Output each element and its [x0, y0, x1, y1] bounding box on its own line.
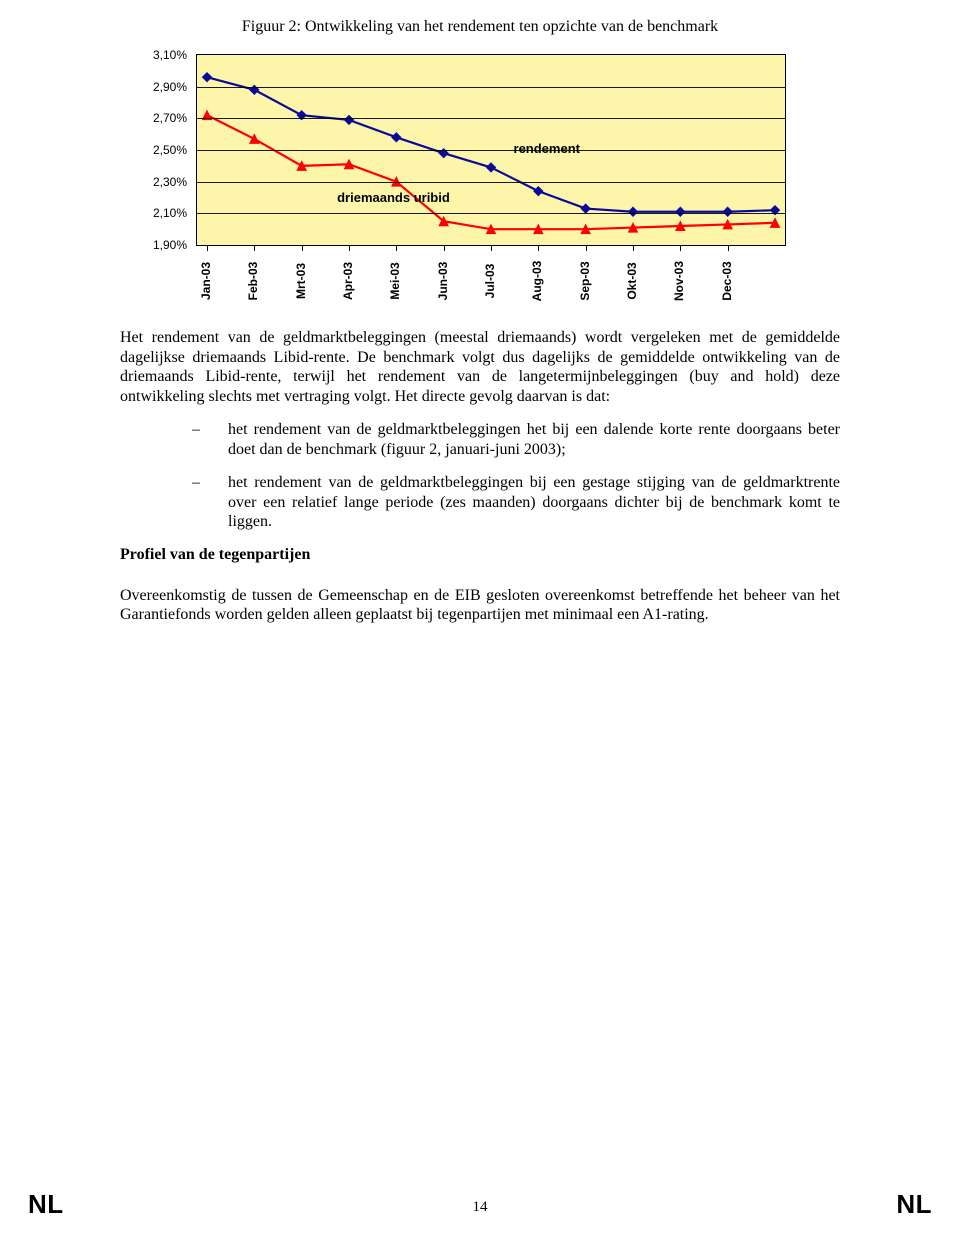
y-axis-tick-label: 3,10% — [153, 48, 187, 62]
x-axis-tick-label: Jul-03 — [483, 264, 497, 299]
x-axis-tick-label: Mrt-03 — [294, 263, 308, 299]
footer-lang-right: NL — [896, 1189, 932, 1220]
chart-series-marker — [629, 207, 638, 216]
bullet-text: het rendement van de geldmarktbelegginge… — [228, 474, 840, 530]
x-axis-tick — [349, 246, 350, 251]
x-axis-tick-label: Jan-03 — [199, 262, 213, 300]
bullet-list: het rendement van de geldmarktbelegginge… — [120, 420, 840, 532]
bullet-text: het rendement van de geldmarktbelegginge… — [228, 421, 840, 458]
y-axis-tick-label: 2,10% — [153, 206, 187, 220]
x-axis-tick — [302, 246, 303, 251]
y-axis-tick-label: 2,90% — [153, 80, 187, 94]
subheading: Profiel van de tegenpartijen — [120, 546, 840, 564]
line-chart: 1,90%2,10%2,30%2,50%2,70%2,90%3,10% Jan-… — [132, 50, 792, 300]
x-axis-tick — [728, 246, 729, 251]
chart-series-line — [207, 77, 775, 212]
chart-series-marker — [534, 187, 543, 196]
x-axis-tick — [491, 246, 492, 251]
x-axis-tick — [586, 246, 587, 251]
y-axis-tick-label: 1,90% — [153, 238, 187, 252]
x-axis-tick-label: Dec-03 — [720, 261, 734, 300]
y-axis-tick-label: 2,30% — [153, 175, 187, 189]
chart-series-marker — [723, 207, 732, 216]
chart-series-marker — [250, 134, 259, 143]
chart-series-marker — [487, 163, 496, 172]
chart-gridline — [197, 182, 785, 183]
x-axis-tick-label: Okt-03 — [625, 262, 639, 299]
chart-gridline — [197, 87, 785, 88]
y-axis-tick-label: 2,70% — [153, 111, 187, 125]
x-axis-tick-label: Nov-03 — [672, 261, 686, 301]
bullet-item: het rendement van de geldmarktbelegginge… — [192, 473, 840, 532]
chart-series-marker — [676, 207, 685, 216]
chart-series-marker — [203, 73, 212, 82]
x-axis-tick-label: Aug-03 — [530, 261, 544, 302]
chart-series-label: driemaands uribid — [337, 190, 450, 205]
x-axis-tick — [538, 246, 539, 251]
x-axis-tick-label: Apr-03 — [341, 262, 355, 300]
paragraph-2: Overeenkomstig de tussen de Gemeenschap … — [120, 586, 840, 625]
figure-caption: Figuur 2: Ontwikkeling van het rendement… — [120, 18, 840, 36]
chart-gridline — [197, 118, 785, 119]
footer-lang-left: NL — [28, 1189, 64, 1220]
x-axis-tick-label: Feb-03 — [246, 262, 260, 301]
footer-page-number: 14 — [473, 1199, 488, 1216]
chart-series-marker — [392, 133, 401, 142]
chart-gridline — [197, 213, 785, 214]
x-axis-tick-label: Mei-03 — [388, 262, 402, 299]
chart-gridline — [197, 150, 785, 151]
chart-plot-area: 1,90%2,10%2,30%2,50%2,70%2,90%3,10% — [196, 54, 786, 246]
chart-series-marker — [345, 115, 354, 124]
bullet-item: het rendement van de geldmarktbelegginge… — [192, 420, 840, 459]
x-axis-tick-label: Jun-03 — [436, 262, 450, 301]
x-axis-tick — [396, 246, 397, 251]
y-axis-tick-label: 2,50% — [153, 143, 187, 157]
chart-series-label: rendement — [514, 141, 580, 156]
paragraph-1: Het rendement van de geldmarktbelegginge… — [120, 328, 840, 406]
x-axis-tick — [444, 246, 445, 251]
x-axis-tick — [633, 246, 634, 251]
x-axis-tick — [680, 246, 681, 251]
chart-series-marker — [581, 204, 590, 213]
x-axis-tick-label: Sep-03 — [578, 261, 592, 300]
x-axis-tick — [207, 246, 208, 251]
x-axis-tick — [254, 246, 255, 251]
chart-container: 1,90%2,10%2,30%2,50%2,70%2,90%3,10% Jan-… — [132, 50, 840, 300]
page: Figuur 2: Ontwikkeling van het rendement… — [0, 0, 960, 1238]
